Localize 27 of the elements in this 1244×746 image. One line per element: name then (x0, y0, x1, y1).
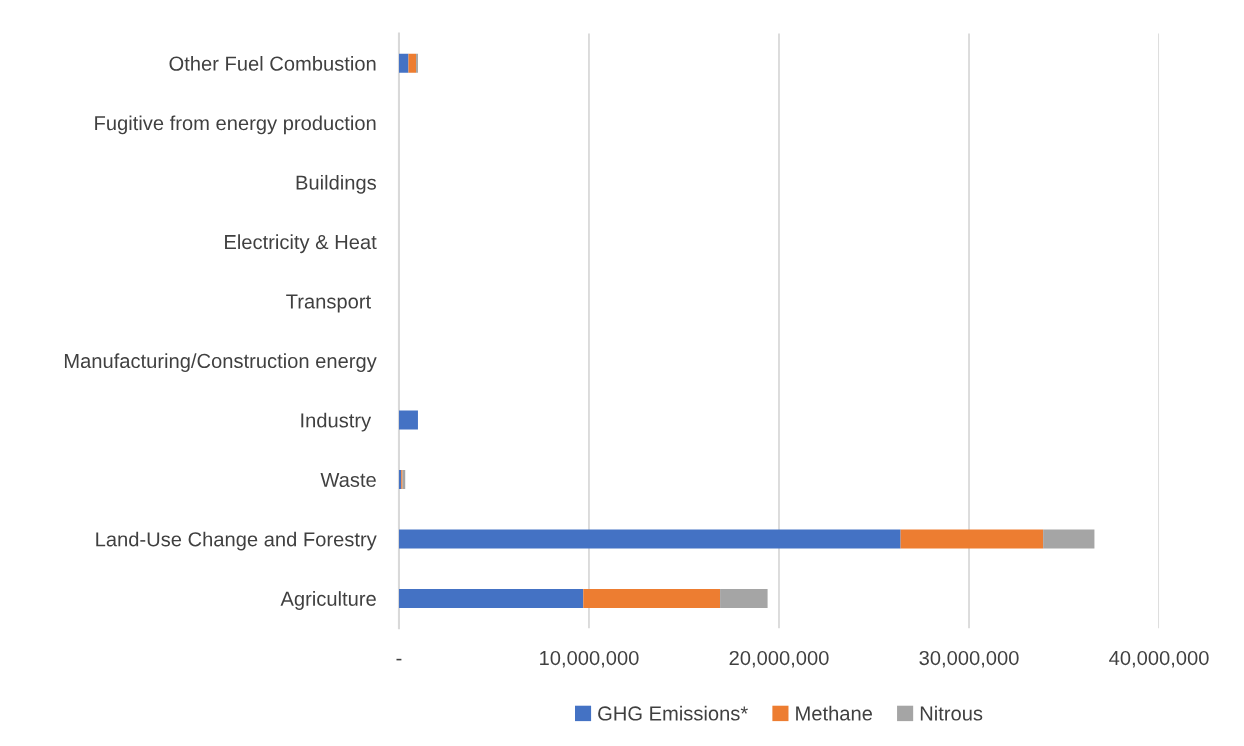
y-tick-label: Agriculture (280, 591, 376, 610)
y-tick-label: Other Fuel Combustion (169, 56, 376, 71)
bar (398, 529, 901, 549)
y-tick-label: Fugitive from energy production (95, 115, 376, 135)
y-tick-label: Electricity & Heat (225, 234, 377, 254)
bar (398, 588, 584, 608)
bar (583, 588, 721, 608)
y-tick-label: Buildings (296, 174, 376, 194)
y-tick-label: Waste (320, 472, 376, 487)
y-tick-label: Land-Use Change and Forestry (96, 531, 377, 551)
bar (408, 53, 417, 73)
legend-label: GHG Emissions* (598, 705, 748, 721)
bar (1043, 529, 1095, 549)
y-tick-label: Industry (301, 412, 372, 432)
x-tick-label: 30,000,000 (919, 650, 1019, 668)
bar (720, 588, 768, 608)
y-tick-label: Manufacturing/Construction energy (64, 353, 377, 373)
legend-label: Nitrous (920, 705, 983, 721)
bar (398, 410, 418, 430)
x-tick-label: 40,000,000 (1109, 650, 1209, 668)
bar (398, 53, 409, 73)
bar (900, 529, 1044, 549)
x-tick-label: 10,000,000 (540, 650, 639, 668)
y-tick-label: Transport (286, 294, 371, 313)
legend-label: Methane (796, 705, 873, 721)
x-tick-label: 20,000,000 (729, 650, 829, 668)
x-tick-label: - (396, 658, 402, 661)
